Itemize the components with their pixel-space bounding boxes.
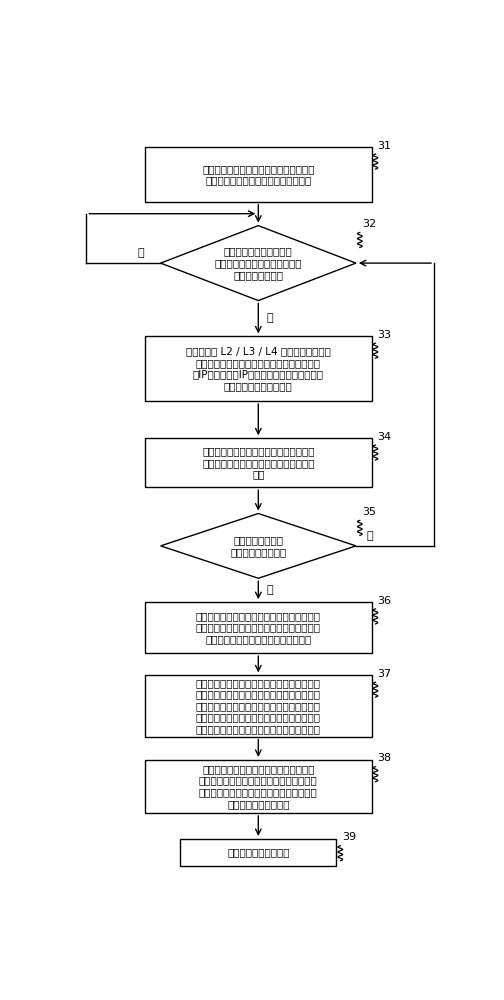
Bar	[145, 438, 371, 487]
Text: 33: 33	[377, 330, 392, 340]
Text: 解析报文的 L2 / L3 / L4 层报文头信息，并
对存储报文数据结构的相关成员变量赋值，如
源IP地址、目的IP地址、协议类型、报文源端
口号、报文目的端: 解析报文的 L2 / L3 / L4 层报文头信息，并 对存储报文数据结构的相关…	[186, 346, 331, 391]
Bar	[145, 602, 371, 653]
Bar	[145, 675, 371, 737]
Text: 否: 否	[138, 248, 145, 258]
Polygon shape	[161, 514, 356, 578]
Text: 是: 是	[266, 585, 273, 595]
Text: 判断循环次数是否
超过预设的指定数量: 判断循环次数是否 超过预设的指定数量	[230, 535, 286, 557]
Text: 36: 36	[377, 596, 392, 606]
Text: 34: 34	[377, 432, 392, 442]
Text: 激活改进流水线的下一个处理阶段，即报文入
业务处理阶段对应的虚线程对象，即把该条改
进流水线的报文入业务处理阶段所对应的虚线
程对象的状态从阻塞状态置为就绪状态: 激活改进流水线的下一个处理阶段，即报文入 业务处理阶段对应的虚线程对象，即把该条…	[196, 678, 321, 734]
Text: 把报文接收链表挂载到所获取的虚线程对象中
私有对象指针所指向的滑动窗口的位置，将私
有对象指针指向滑动窗口的下一个位置: 把报文接收链表挂载到所获取的虚线程对象中 私有对象指针所指向的滑动窗口的位置，将…	[196, 611, 321, 644]
Text: 32: 32	[362, 219, 376, 229]
Bar	[145, 147, 371, 202]
Text: 一次报文接收处理完成: 一次报文接收处理完成	[227, 848, 290, 858]
Text: 38: 38	[377, 753, 392, 763]
Text: 创建空的临时报文接收链表，报文接收链
表的表头指针、表尾指针均指向空结点: 创建空的临时报文接收链表，报文接收链 表的表头指针、表尾指针均指向空结点	[202, 164, 314, 185]
Bar	[145, 336, 371, 401]
Text: 探测所获取的虚线程对象
所属改进流水线对应的报文组中
是否有新报文到达: 探测所获取的虚线程对象 所属改进流水线对应的报文组中 是否有新报文到达	[215, 246, 302, 280]
Polygon shape	[161, 226, 356, 301]
Text: 解析完之后，把报文挂载到临时报文接收
链表的表尾，并更新报文接收链表的表尾
指针: 解析完之后，把报文挂载到临时报文接收 链表的表尾，并更新报文接收链表的表尾 指针	[202, 446, 314, 479]
Bar	[180, 839, 337, 866]
Text: 否: 否	[366, 531, 373, 541]
Text: 把报文接收处理阶段对应的所获取的虚线
程对象自身的状态从执行态改为就绪状态，
挂载到全局虚线程对象序列中的优先级下，
也称为重新进行自激活: 把报文接收处理阶段对应的所获取的虚线 程对象自身的状态从执行态改为就绪状态， 挂…	[199, 764, 318, 809]
Text: 是: 是	[266, 313, 273, 323]
Text: 31: 31	[377, 141, 392, 151]
Text: 35: 35	[362, 507, 376, 517]
Bar	[145, 760, 371, 813]
Text: 39: 39	[342, 832, 356, 842]
Text: 37: 37	[377, 669, 392, 679]
